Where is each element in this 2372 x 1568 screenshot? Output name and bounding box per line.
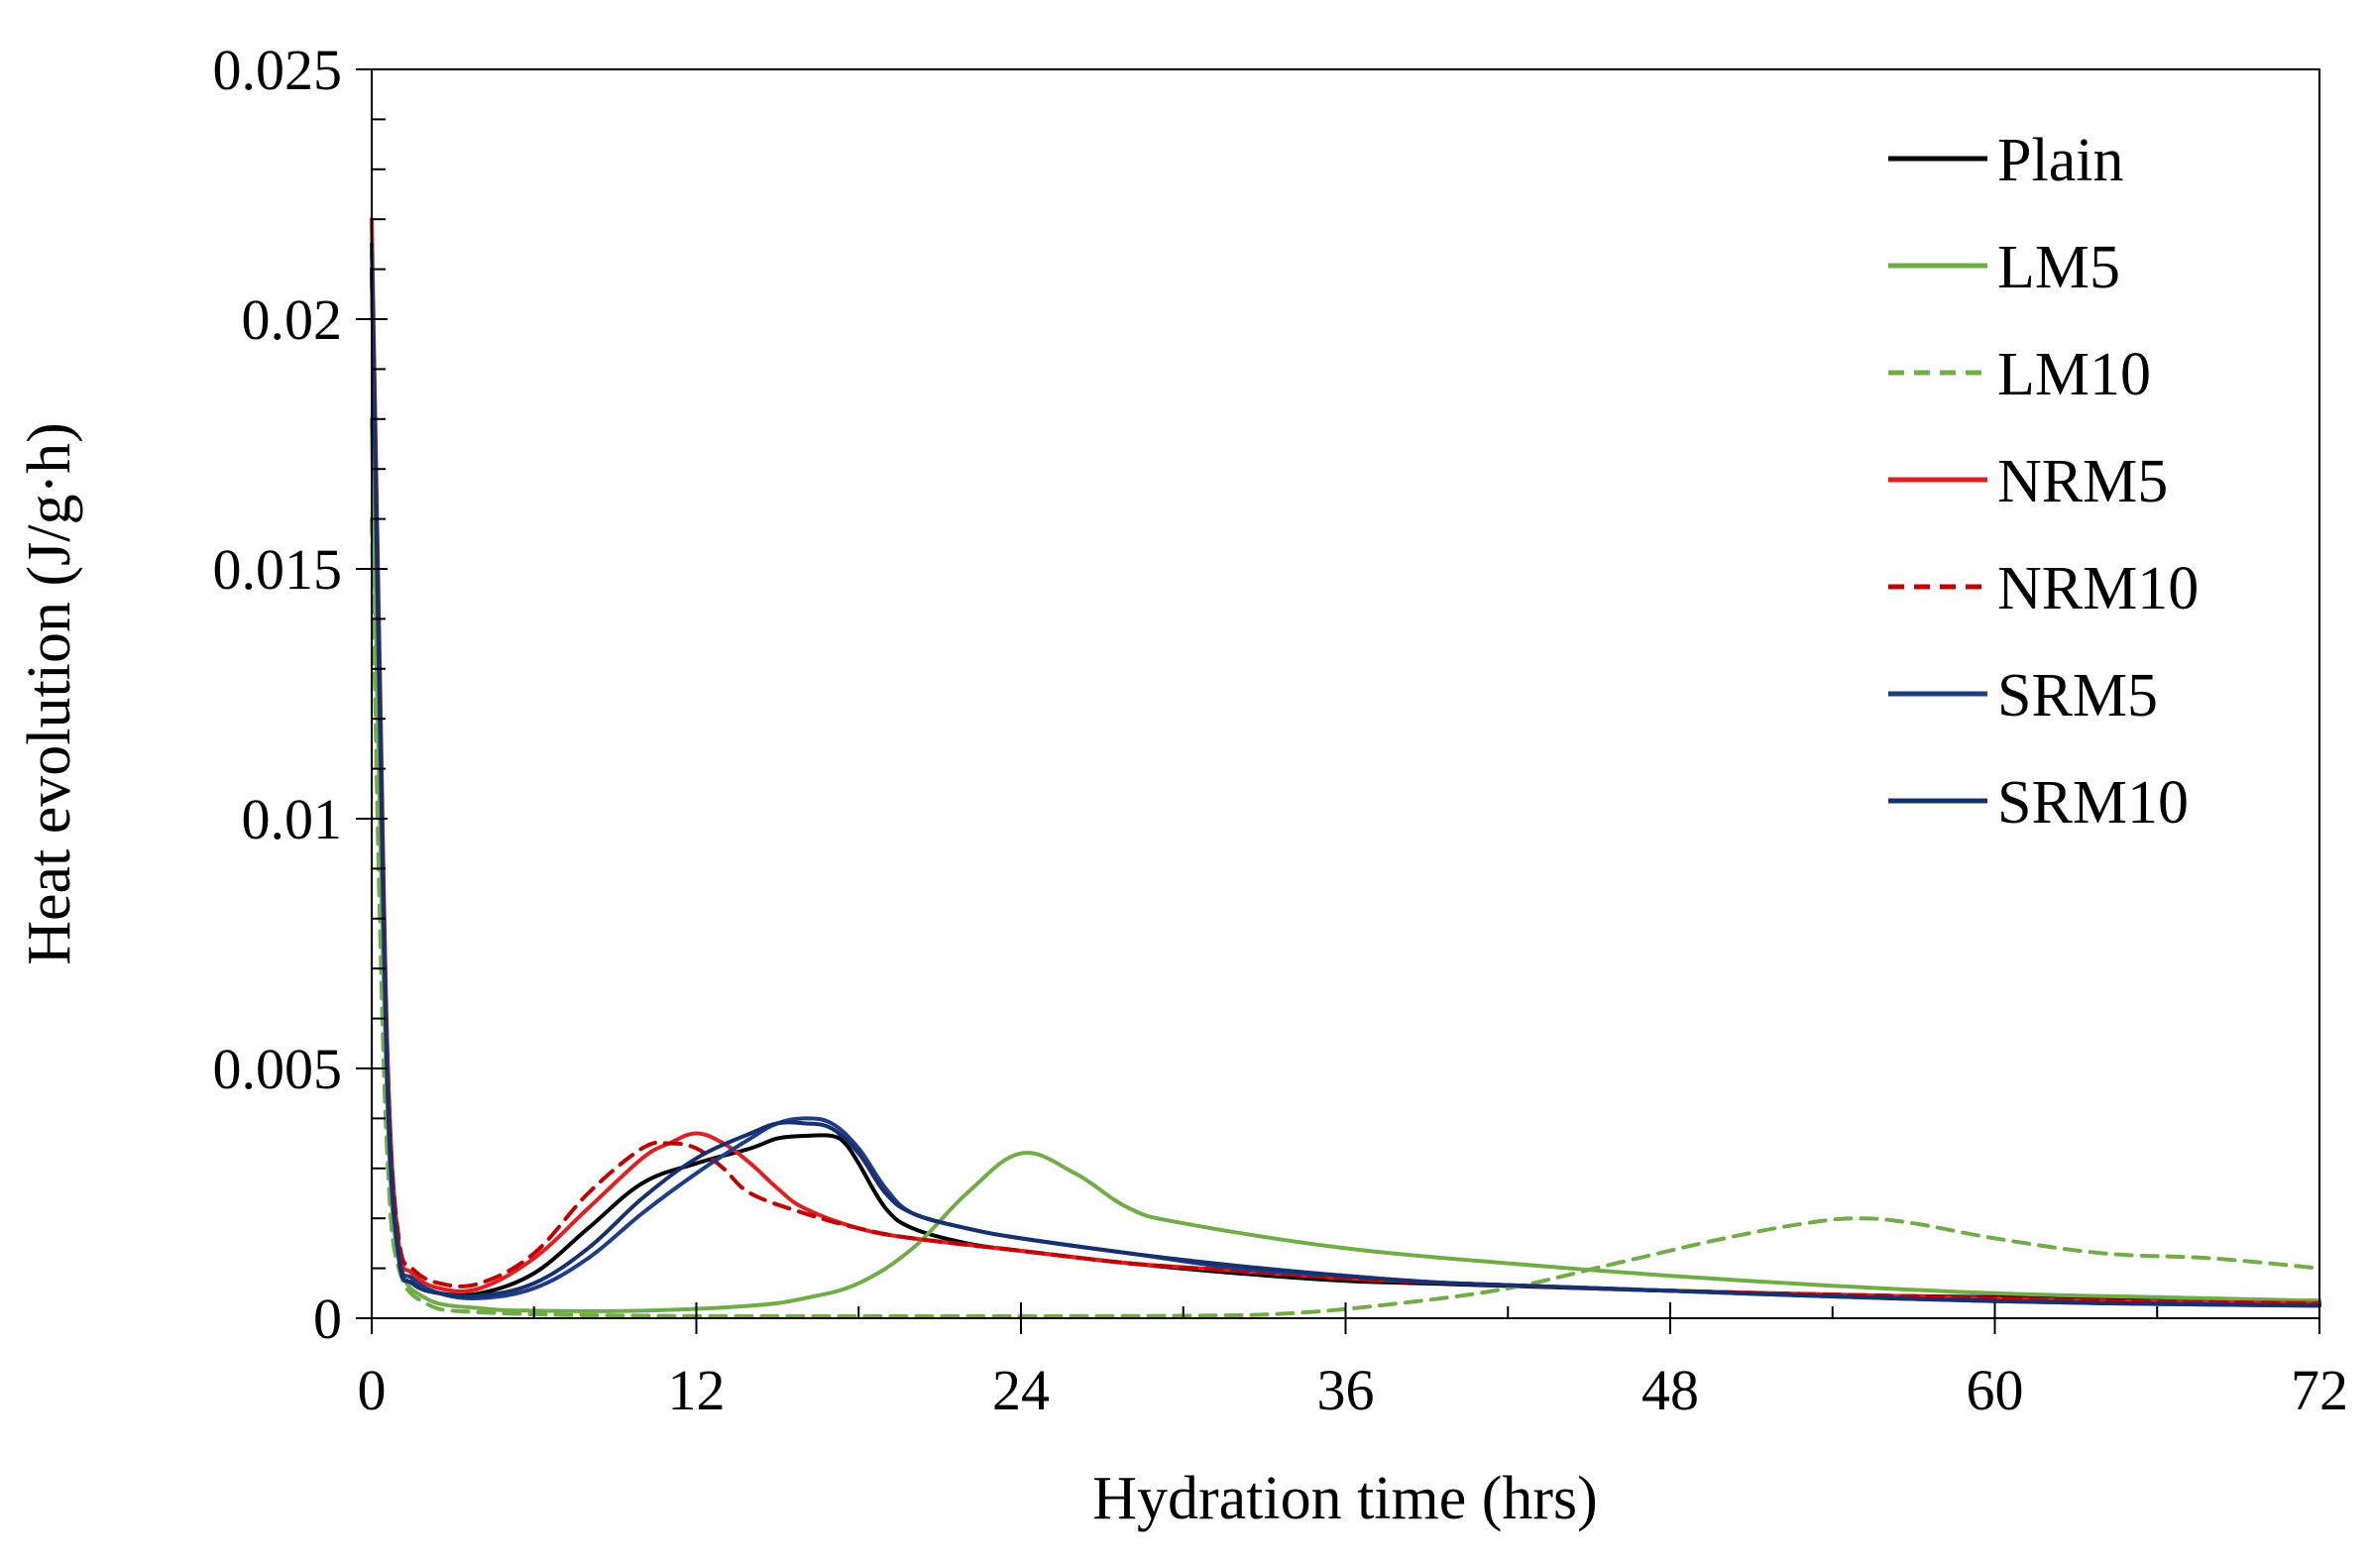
x-tick-label: 0 bbox=[358, 1358, 387, 1422]
y-tick-label: 0.015 bbox=[213, 537, 343, 602]
x-tick-label: 60 bbox=[1967, 1358, 2024, 1422]
x-tick-label: 48 bbox=[1641, 1358, 1699, 1422]
legend-label-nrm5: NRM5 bbox=[1997, 448, 2168, 515]
legend-label-srm5: SRM5 bbox=[1997, 662, 2158, 729]
series-line-lm10 bbox=[370, 516, 2321, 1319]
y-tick-label: 0.02 bbox=[242, 287, 343, 352]
x-tick-label: 12 bbox=[668, 1358, 726, 1422]
plot-background bbox=[372, 69, 2319, 1318]
y-tick-label: 0.005 bbox=[213, 1037, 343, 1101]
legend-label-lm10: LM10 bbox=[1997, 341, 2151, 408]
x-tick-label: 72 bbox=[2291, 1358, 2348, 1422]
y-tick-label: 0.01 bbox=[242, 787, 343, 851]
series-line-srm10 bbox=[370, 267, 2321, 1308]
legend-label-srm10: SRM10 bbox=[1997, 769, 2189, 837]
y-tick-label: 0.025 bbox=[213, 38, 343, 102]
legend-label-nrm10: NRM10 bbox=[1997, 555, 2199, 622]
legend-label-lm5: LM5 bbox=[1997, 234, 2120, 301]
y-axis-title: Heat evolution (J/g·h) bbox=[16, 422, 83, 965]
legend-label-plain: Plain bbox=[1997, 127, 2123, 194]
y-tick-label: 0 bbox=[313, 1287, 342, 1351]
x-tick-label: 24 bbox=[992, 1358, 1050, 1422]
series-layer bbox=[370, 217, 2321, 1319]
x-tick-label: 36 bbox=[1317, 1358, 1375, 1422]
axes-layer: 0 0.005 0.01 0.015 0.02 0.025 0 12 24 36 48 60 72 bbox=[213, 38, 2349, 1422]
legend: Plain LM5 LM10 NRM5 NRM10 SRM5 SRM10 bbox=[1888, 127, 2199, 837]
x-axis-title: Hydration time (hrs) bbox=[1092, 1465, 1598, 1532]
